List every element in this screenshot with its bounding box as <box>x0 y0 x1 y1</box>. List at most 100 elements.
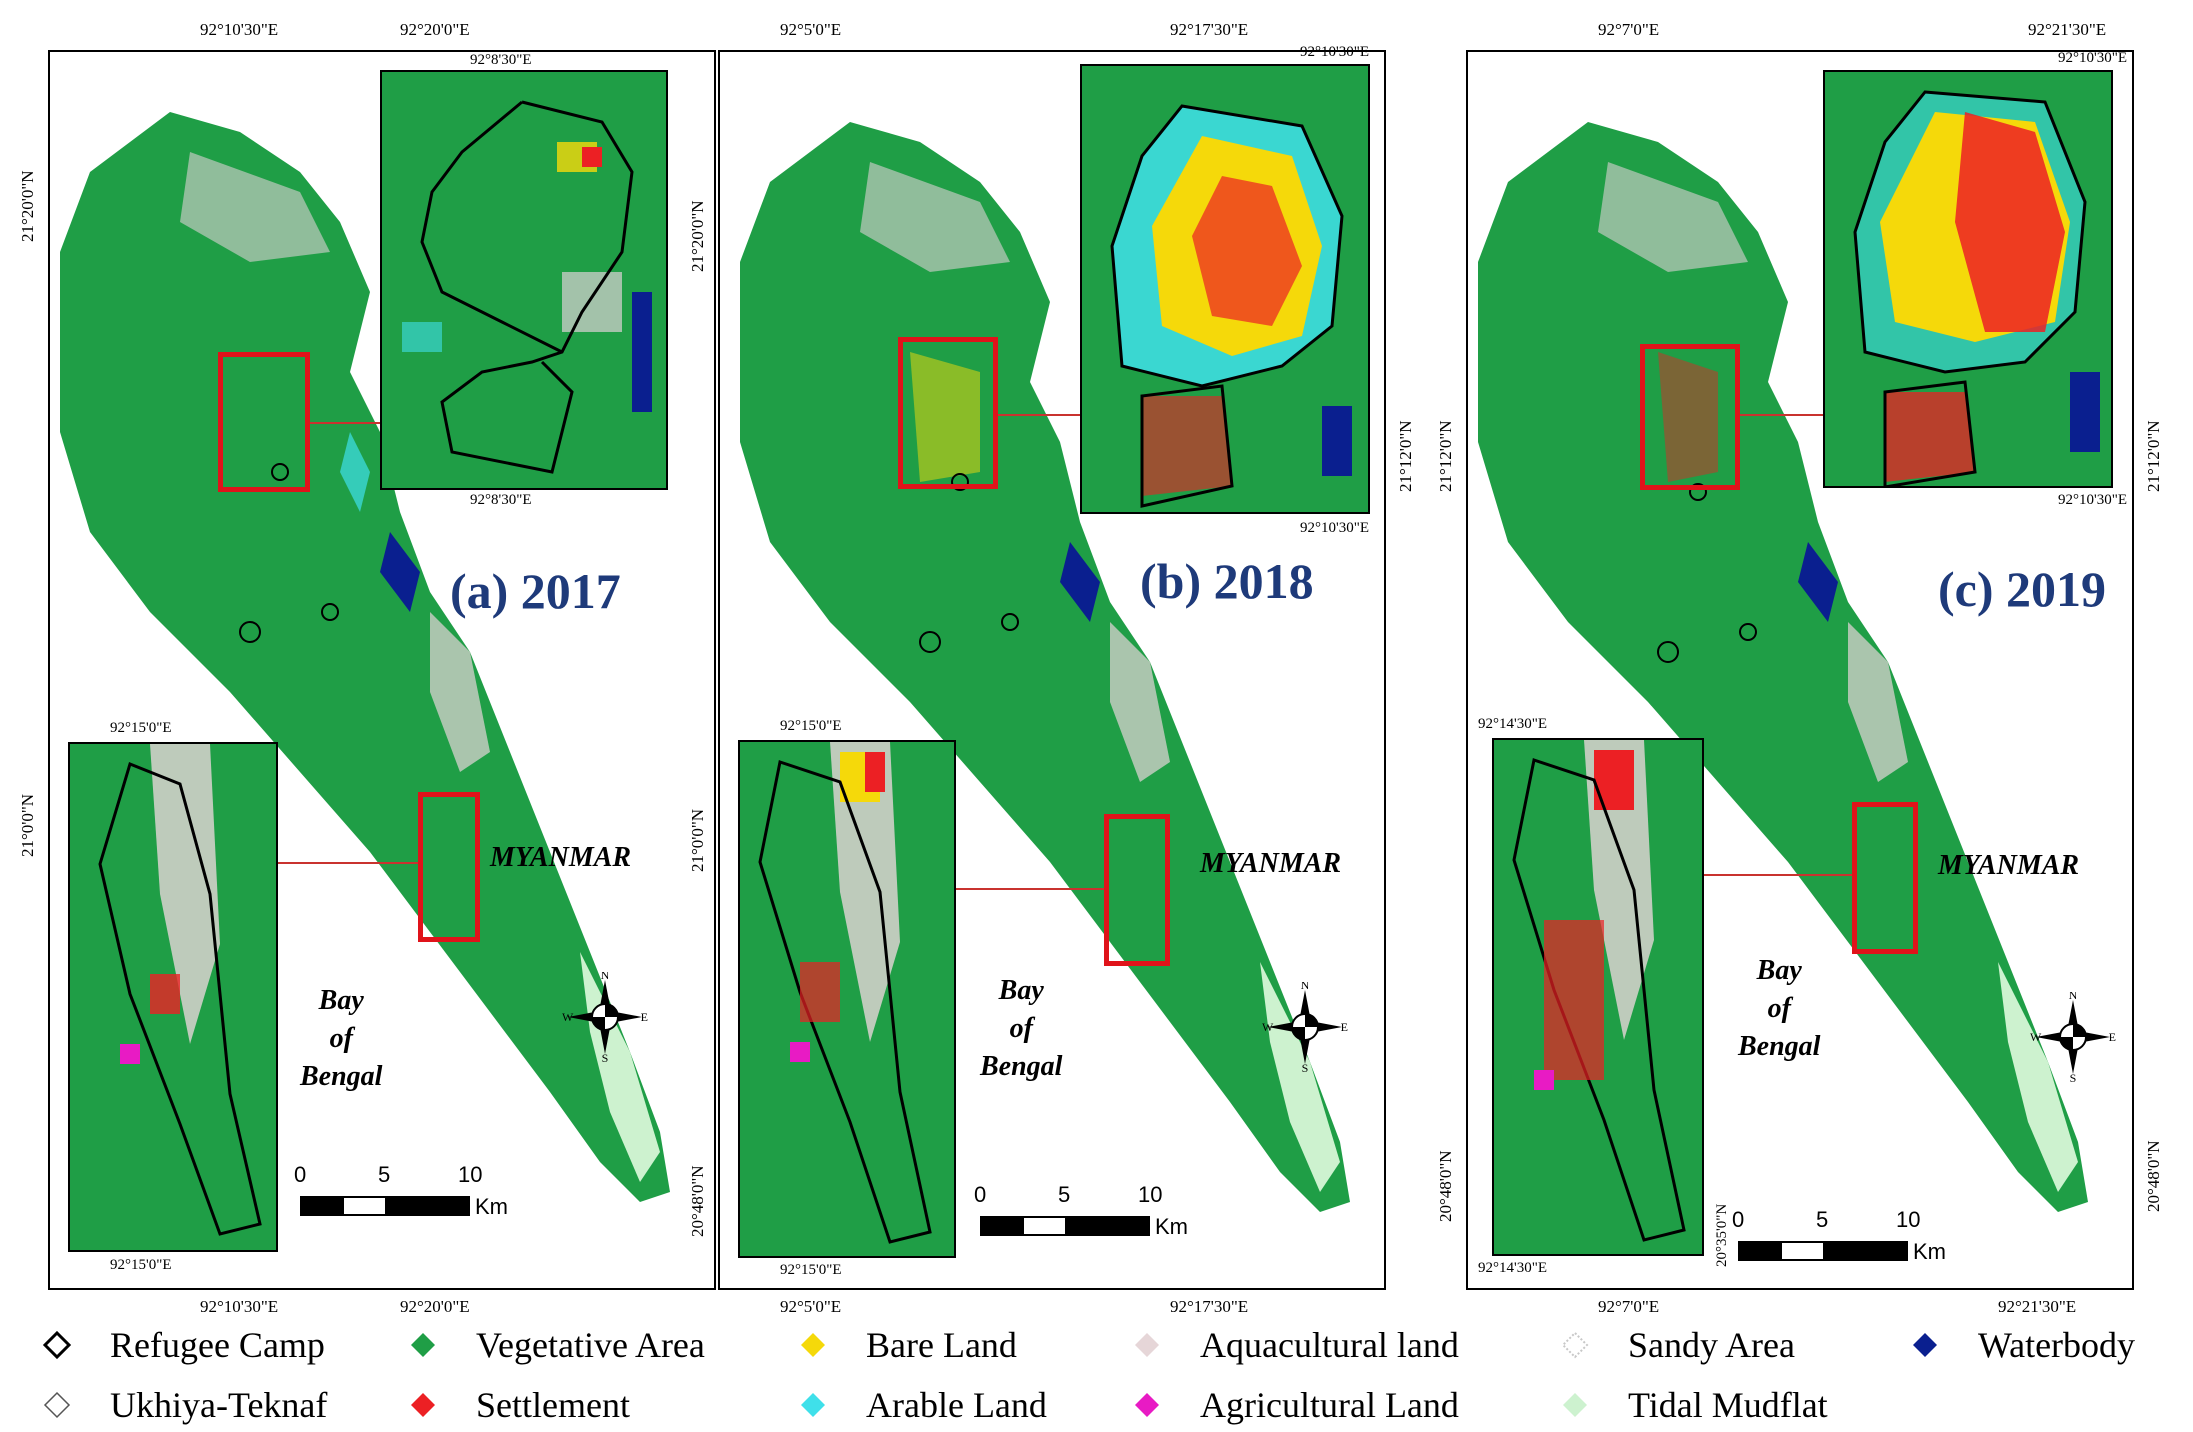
right-coord-c-1: 21°12'0"N <box>2144 420 2163 492</box>
inset-bottom-c <box>1492 738 1704 1256</box>
legend-label-ukhiya-teknaf: Ukhiya-Teknaf <box>110 1385 328 1425</box>
north-arrow-a: N S E W <box>562 972 648 1062</box>
left-coord-b-3: 20°48'0"N <box>688 1165 707 1237</box>
legend-label-arable: Arable Land <box>866 1385 1047 1425</box>
scale-unit-c: Km <box>1913 1239 1946 1264</box>
leader-line-c-1 <box>1740 414 1823 416</box>
north-a-e: E <box>641 1010 648 1024</box>
inset-top-a-bottom-label: 92°8'30"E <box>470 492 532 508</box>
thin-outline-diamond-icon <box>43 1391 71 1419</box>
diamond-icon <box>411 1333 435 1357</box>
legend-item-waterbody: Waterbody <box>1910 1324 2135 1366</box>
sea-label-a-1: Bay <box>318 985 364 1016</box>
legend-item-tidal-mudflat: Tidal Mudflat <box>1560 1384 1828 1426</box>
legend-item-refugee-camp: Refugee Camp <box>42 1324 325 1366</box>
year-label-b: (b) 2018 <box>1140 553 1314 609</box>
year-label-a: (a) 2017 <box>450 563 621 619</box>
highlight-box-a-camp <box>218 352 310 492</box>
diamond-icon <box>411 1393 435 1417</box>
leader-line-b-2 <box>956 888 1104 890</box>
legend-label-agricultural: Agricultural Land <box>1200 1385 1459 1425</box>
inset-top-c-map <box>1825 72 2111 486</box>
north-b-w: W <box>1262 1020 1274 1034</box>
country-label-a: MYANMAR <box>490 842 632 873</box>
top-coord-b-2: 92°17'30"E <box>1170 20 1249 39</box>
dotted-diamond-icon <box>1561 1331 1589 1359</box>
legend-item-aquacultural: Aquacultural land <box>1132 1324 1459 1366</box>
legend-label-settlement: Settlement <box>476 1385 630 1425</box>
inset-bottom-c-map <box>1494 740 1702 1254</box>
diamond-icon <box>1563 1393 1587 1417</box>
scale-tick-b-5: 5 <box>1058 1182 1071 1207</box>
sea-label-a: Bay of Bengal <box>300 982 382 1096</box>
scale-tick-b-0: 0 <box>974 1182 987 1207</box>
north-c-s: S <box>2070 1071 2077 1082</box>
year-label-c: (c) 2019 <box>1938 561 2106 617</box>
peninsula-map-b <box>740 122 1350 1212</box>
north-c-n: N <box>2069 992 2078 1002</box>
highlight-box-b-south <box>1104 814 1170 966</box>
inset-top-b <box>1080 64 1370 514</box>
sea-label-b: Bay of Bengal <box>980 972 1062 1086</box>
diamond-icon <box>801 1393 825 1417</box>
left-coord-c-2: 20°48'0"N <box>1436 1150 1455 1222</box>
sea-label-c-3: Bengal <box>1738 1031 1821 1062</box>
scale-unit-a: Km <box>475 1194 508 1219</box>
north-arrow-b: N S E W <box>1262 982 1348 1072</box>
inset-top-c <box>1823 70 2113 488</box>
scale-tick-b-10: 10 <box>1138 1182 1163 1207</box>
north-b-n: N <box>1301 982 1310 992</box>
sea-label-c-2: of <box>1767 993 1791 1024</box>
map-panel-b: 92°5'0"E 92°17'30"E 92°5'0"E 92°17'30"E … <box>688 20 1415 1316</box>
highlight-box-a-south <box>418 792 480 942</box>
leader-line-b-1 <box>998 414 1080 416</box>
leader-line-a-1 <box>310 422 380 424</box>
scale-bar-b: 0 5 10 Km <box>974 1182 1188 1242</box>
legend-item-settlement: Settlement <box>408 1384 630 1426</box>
legend-item-arable: Arable Land <box>798 1384 1047 1426</box>
left-coord-c-1: 21°12'0"N <box>1436 420 1455 492</box>
north-a-s: S <box>602 1051 609 1062</box>
scale-unit-b: Km <box>1155 1214 1188 1239</box>
inset-bottom-c-bottom-label: 92°14'30"E <box>1478 1260 1547 1276</box>
legend-label-vegetative: Vegetative Area <box>476 1325 705 1365</box>
scale-bar-a: 0 5 10 Km <box>294 1162 508 1222</box>
sea-label-a-2: of <box>329 1023 353 1054</box>
bottom-coord-c-2: 92°21'30"E <box>1998 1297 2077 1316</box>
diamond-icon <box>1913 1333 1937 1357</box>
legend-label-refugee-camp: Refugee Camp <box>110 1325 325 1365</box>
bottom-coord-b-1: 92°5'0"E <box>780 1297 842 1316</box>
inset-bottom-b <box>738 740 956 1258</box>
north-b-e: E <box>1341 1020 1348 1034</box>
bottom-coord-b-2: 92°17'30"E <box>1170 1297 1249 1316</box>
legend-item-bare-land: Bare Land <box>798 1324 1017 1366</box>
sea-label-c: Bay of Bengal <box>1738 952 1820 1066</box>
inset-bottom-a-top-label: 92°15'0"E <box>110 720 172 736</box>
map-panel-a: 92°10'30"E 92°20'0"E 92°10'30"E 92°20'0"… <box>18 20 716 1316</box>
map-legend: Refugee Camp Vegetative Area Bare Land A… <box>0 1310 2193 1432</box>
right-coord-c-2: 20°48'0"N <box>2144 1140 2163 1212</box>
top-coord-a-2: 92°20'0"E <box>400 20 470 39</box>
legend-label-waterbody: Waterbody <box>1978 1325 2136 1365</box>
sea-label-b-1: Bay <box>998 975 1044 1006</box>
bottom-coord-a-2: 92°20'0"E <box>400 1297 470 1316</box>
inset-bottom-b-bottom-label: 92°15'0"E <box>780 1262 842 1278</box>
inset-top-a <box>380 70 668 490</box>
inset-top-b-bottom-label: 92°10'30"E <box>1300 520 1369 536</box>
legend-label-sandy: Sandy Area <box>1628 1325 1795 1365</box>
left-coord-c-3: 20°35'0"N <box>1714 1203 1730 1267</box>
diamond-icon <box>1135 1393 1159 1417</box>
legend-label-tidal-mudflat: Tidal Mudflat <box>1628 1385 1828 1425</box>
north-a-w: W <box>562 1010 574 1024</box>
scale-tick-a-10: 10 <box>458 1162 483 1187</box>
left-coord-a-2: 21°0'0"N <box>18 793 37 857</box>
inset-top-c-bottom-label: 92°10'30"E <box>2058 492 2127 508</box>
top-coord-c-2: 92°21'30"E <box>2028 20 2107 39</box>
legend-label-aquacultural: Aquacultural land <box>1200 1325 1459 1365</box>
leader-line-c-2 <box>1704 874 1852 876</box>
legend-label-bare-land: Bare Land <box>866 1325 1017 1365</box>
inset-top-a-top-label: 92°8'30"E <box>470 52 532 68</box>
scale-bar-c: 0 5 10 Km <box>1732 1207 1946 1267</box>
north-a-n: N <box>601 972 610 982</box>
sea-label-c-1: Bay <box>1756 955 1802 986</box>
